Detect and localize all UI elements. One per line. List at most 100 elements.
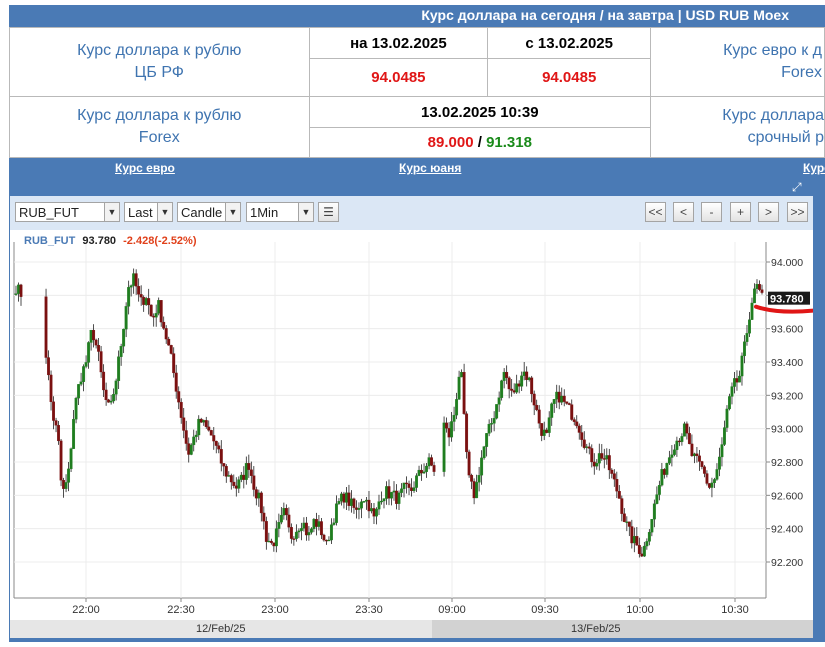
chart-type-select[interactable]: Candle ▼ <box>177 202 241 222</box>
candle-body <box>222 463 226 467</box>
tab-euro[interactable]: Курс евро <box>115 161 175 175</box>
y-tick-label: 93.400 <box>771 357 803 369</box>
candle-body <box>234 485 238 489</box>
candle-body <box>510 388 514 391</box>
candle-body <box>500 380 504 398</box>
candle-body <box>304 522 308 536</box>
candle-body <box>432 465 436 472</box>
tab-more[interactable]: Курс <box>803 161 825 175</box>
candle-body <box>662 469 666 475</box>
candlestick-chart[interactable]: 94.00093.80093.60093.40093.20093.00092.8… <box>10 230 824 620</box>
cbr-col2-header: с 13.02.2025 <box>487 27 652 59</box>
candle-body <box>527 377 531 381</box>
tab-yuan[interactable]: Курс юаня <box>399 161 462 175</box>
candle-body <box>262 512 266 522</box>
candle-body <box>327 539 331 542</box>
candle-body <box>412 487 416 491</box>
futures-label-line2: срочный р <box>747 129 824 146</box>
indicators-button[interactable]: ☰ <box>318 202 339 222</box>
candle-body <box>545 429 549 433</box>
candle-body <box>445 422 449 429</box>
candle-body <box>610 469 614 474</box>
candle-body <box>710 482 714 488</box>
candle-body <box>517 383 521 387</box>
candle-body <box>232 481 236 486</box>
candle-body <box>319 521 323 536</box>
forex-label-line1: Курс доллара к рублю <box>77 107 242 124</box>
candle-body <box>197 418 201 436</box>
candle-body <box>337 500 341 504</box>
candle-body <box>357 508 361 510</box>
zoom-out-button[interactable]: - <box>701 202 722 222</box>
symbol-select[interactable]: RUB_FUT ▼ <box>15 202 120 222</box>
candle-body <box>104 389 108 401</box>
forex-datetime: 13.02.2025 10:39 <box>308 96 652 128</box>
candle-body <box>89 329 93 343</box>
candle-body <box>59 440 63 481</box>
candle-body <box>650 519 654 533</box>
candle-body <box>755 284 759 289</box>
date-label-day1: 12/Feb/25 <box>196 623 246 635</box>
candle-body <box>748 319 751 334</box>
candle-body <box>567 403 571 405</box>
scroll-first-button[interactable]: << <box>645 202 666 222</box>
chart-plot[interactable]: 94.00093.80093.60093.40093.20093.00092.8… <box>10 230 824 620</box>
candle-body <box>259 492 263 514</box>
candle-body <box>730 386 734 397</box>
candle-body <box>299 528 303 531</box>
candle-body <box>54 420 58 426</box>
candle-body <box>547 417 551 433</box>
candle-body <box>422 471 426 474</box>
candle-body <box>62 480 66 489</box>
candle-body <box>57 425 61 442</box>
candle-body <box>490 423 494 425</box>
x-tick-label: 09:00 <box>438 604 466 616</box>
candle-body <box>532 393 536 406</box>
candle-body <box>758 284 761 290</box>
candle-body <box>244 463 248 480</box>
candle-body <box>279 514 283 523</box>
candle-body <box>114 380 118 395</box>
candle-body <box>575 421 579 427</box>
scroll-back-button[interactable]: < <box>673 202 694 222</box>
candle-body <box>555 391 559 400</box>
candle-body <box>720 444 724 458</box>
candle-body <box>557 391 561 403</box>
candle-body <box>677 440 681 443</box>
candle-body <box>745 333 749 342</box>
candle-body <box>229 475 233 483</box>
candle-body <box>302 522 306 529</box>
candle-body <box>743 341 746 357</box>
candle-body <box>247 463 251 470</box>
y-tick-label: 92.600 <box>771 490 803 502</box>
candle-body <box>655 494 659 504</box>
candle-body <box>477 475 481 483</box>
expand-icon[interactable]: ⤢ <box>792 180 802 194</box>
scroll-forward-button[interactable]: > <box>758 202 779 222</box>
interval-select[interactable]: 1Min ▼ <box>246 202 314 222</box>
candle-body <box>427 457 431 467</box>
candle-body <box>64 482 68 489</box>
zoom-in-button[interactable]: + <box>730 202 751 222</box>
candle-body <box>187 443 191 455</box>
candle-body <box>69 448 73 470</box>
candle-body <box>72 419 76 449</box>
candle-body <box>344 492 348 503</box>
scroll-last-button[interactable]: >> <box>787 202 808 222</box>
candle-body <box>660 469 664 486</box>
candle-body <box>367 499 371 512</box>
price-type-select[interactable]: Last ▼ <box>124 202 173 222</box>
candle-body <box>495 404 499 419</box>
candle-body <box>117 356 121 382</box>
candle-body <box>717 456 721 470</box>
candle-body <box>375 508 378 517</box>
candle-body <box>162 321 166 329</box>
candle-body <box>705 473 709 484</box>
euro-forex-label-line2: Forex <box>781 64 822 81</box>
candle-body <box>174 372 178 392</box>
candle-body <box>269 540 273 543</box>
candle-body <box>753 288 756 304</box>
price-type-value: Last <box>128 205 153 220</box>
candle-body <box>595 463 599 467</box>
cbr-col1-header: на 13.02.2025 <box>308 27 489 59</box>
